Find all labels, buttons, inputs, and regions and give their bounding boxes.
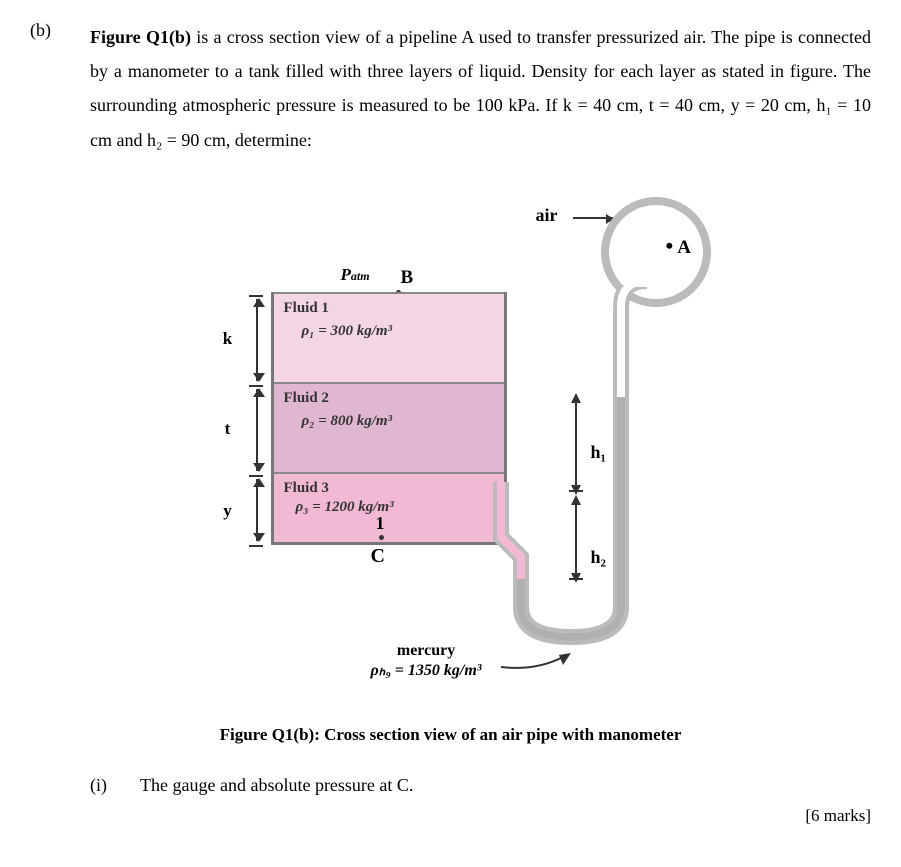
question-text: Figure Q1(b) is a cross section view of …: [90, 20, 871, 157]
u-tube-manometer: [441, 287, 721, 647]
mercury-arrow: [501, 653, 571, 671]
dim-t: t: [209, 419, 247, 439]
subquestion-num: (i): [90, 775, 140, 796]
question-body: is a cross section view of a pipeline A …: [90, 27, 871, 150]
h1-label: h₁: [591, 442, 606, 463]
patm-p: P: [341, 265, 351, 284]
air-label: air: [536, 205, 558, 226]
dim-k: k: [209, 329, 247, 349]
subquestion-text: The gauge and absolute pressure at C.: [140, 775, 413, 796]
mercury-label: mercury: [371, 642, 482, 660]
point-a-label: A: [666, 233, 691, 259]
point-c-label: C: [371, 545, 385, 568]
point-c-dot: [379, 535, 384, 540]
patm-label: Patm: [341, 265, 370, 285]
figure-ref: Figure Q1(b): [90, 27, 191, 47]
point-1-label: 1: [376, 513, 385, 534]
mercury-density: ρₕ₉ = 1350 kg/m³: [371, 660, 482, 680]
marks: [6 marks]: [30, 806, 871, 826]
h2-label: h₂: [591, 547, 606, 568]
part-label: (b): [30, 20, 90, 41]
figure-diagram: air A Patm B Fluid 1 ρ₁ = 300 kg/m³ Flui…: [141, 187, 761, 717]
point-b-label: B: [401, 267, 414, 289]
patm-sub: atm: [351, 269, 370, 283]
dimension-column: k t y: [231, 295, 269, 545]
mercury-label-block: mercury ρₕ₉ = 1350 kg/m³: [371, 642, 482, 680]
air-arrow: [573, 217, 613, 219]
figure-caption: Figure Q1(b): Cross section view of an a…: [30, 725, 871, 745]
dim-y: y: [209, 501, 247, 521]
